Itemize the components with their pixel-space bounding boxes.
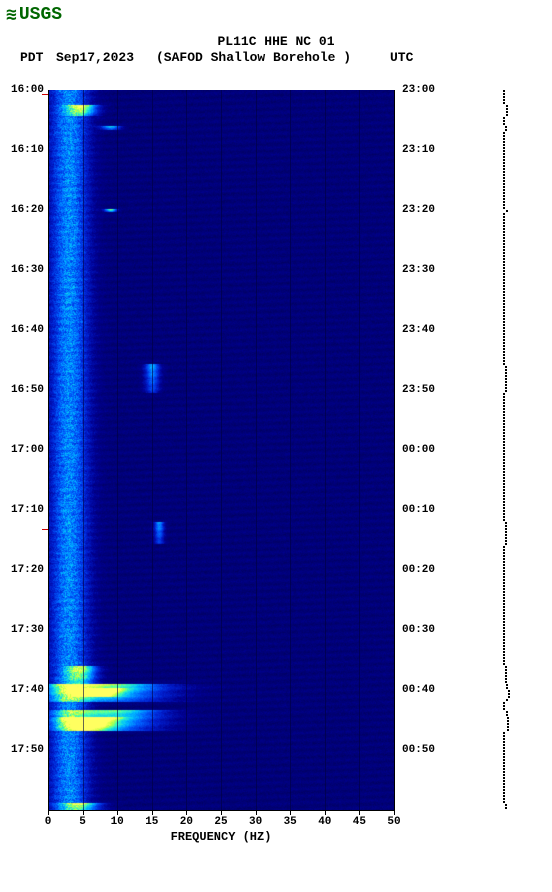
x-tick-label: 20	[180, 816, 193, 828]
y-right-tick-label: 23:10	[402, 144, 435, 156]
y-right-tick-label: 00:40	[402, 684, 435, 696]
x-axis: FREQUENCY (HZ) 05101520253035404550	[48, 810, 394, 840]
red-tick-mark	[42, 529, 48, 530]
x-tick-label: 0	[45, 816, 52, 828]
tz-left: PDT	[20, 50, 43, 65]
y-right-tick-label: 00:30	[402, 624, 435, 636]
spectrogram-plot	[48, 90, 394, 810]
y-left-tick-label: 17:50	[11, 744, 44, 756]
date: Sep17,2023	[56, 50, 134, 65]
x-tick-label: 45	[353, 816, 366, 828]
x-tick-label: 25	[214, 816, 227, 828]
x-tick-label: 30	[249, 816, 262, 828]
x-tick-label: 5	[79, 816, 86, 828]
y-left-tick-label: 17:20	[11, 564, 44, 576]
y-right-tick-label: 23:50	[402, 384, 435, 396]
y-left-tick-label: 17:30	[11, 624, 44, 636]
y-right-tick-label: 23:00	[402, 84, 435, 96]
x-tick-label: 35	[284, 816, 297, 828]
y-left-tick-label: 16:10	[11, 144, 44, 156]
y-right-tick-label: 00:20	[402, 564, 435, 576]
y-right-tick-label: 00:10	[402, 504, 435, 516]
y-right-tick-label: 23:30	[402, 264, 435, 276]
x-axis-label: FREQUENCY (HZ)	[48, 830, 394, 844]
y-right-tick-label: 23:20	[402, 204, 435, 216]
x-tick-label: 10	[111, 816, 124, 828]
station: (SAFOD Shallow Borehole )	[156, 50, 351, 65]
tz-right: UTC	[390, 50, 413, 65]
y-left-tick-label: 16:30	[11, 264, 44, 276]
y-right-tick-label: 00:50	[402, 744, 435, 756]
y-right-tick-label: 00:00	[402, 444, 435, 456]
y-axis-left: 16:0016:1016:2016:3016:4016:5017:0017:10…	[0, 90, 48, 810]
y-left-tick-label: 17:00	[11, 444, 44, 456]
x-tick-label: 15	[145, 816, 158, 828]
x-tick-label: 40	[318, 816, 331, 828]
y-left-tick-label: 16:00	[11, 84, 44, 96]
chart-title: PL11C HHE NC 01	[0, 34, 552, 49]
y-axis-right: 23:0023:1023:2023:3023:4023:5000:0000:10…	[394, 90, 454, 810]
logo-text: USGS	[19, 5, 62, 25]
y-left-tick-label: 16:20	[11, 204, 44, 216]
axis-left	[48, 90, 49, 810]
y-left-tick-label: 16:50	[11, 384, 44, 396]
logo-wave-icon: ≋	[6, 4, 17, 26]
x-tick-label: 50	[387, 816, 400, 828]
amplitude-track	[500, 90, 508, 810]
y-left-tick-label: 17:40	[11, 684, 44, 696]
y-right-tick-label: 23:40	[402, 324, 435, 336]
y-left-tick-label: 16:40	[11, 324, 44, 336]
red-tick-mark	[42, 94, 48, 95]
usgs-logo: ≋ USGS	[6, 4, 62, 26]
y-left-tick-label: 17:10	[11, 504, 44, 516]
